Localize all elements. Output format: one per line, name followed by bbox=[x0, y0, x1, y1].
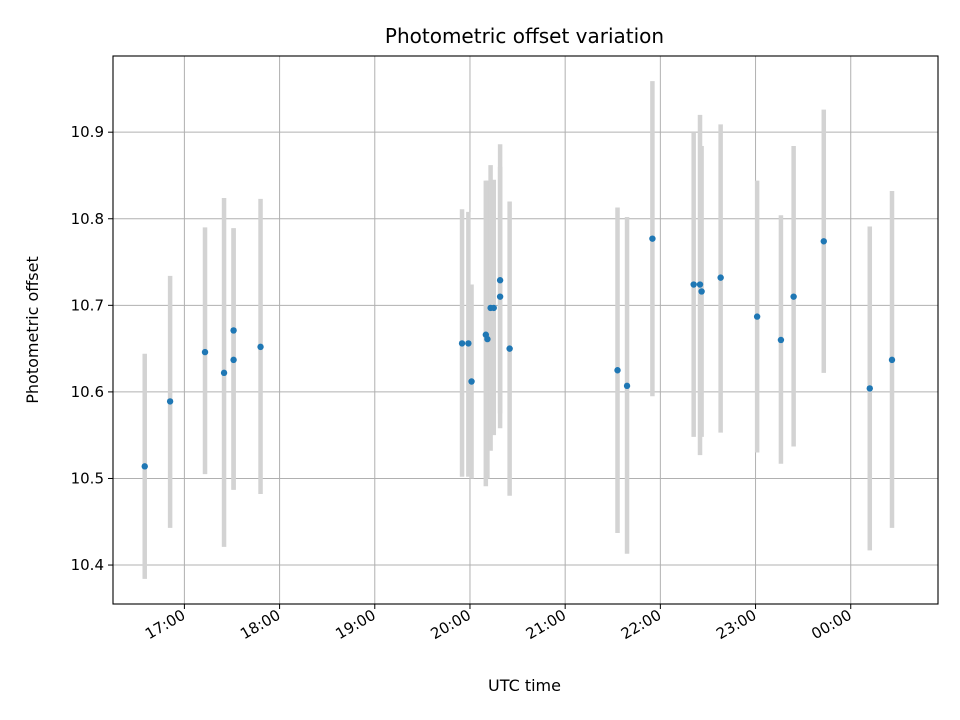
data-point bbox=[698, 288, 705, 295]
data-point bbox=[201, 348, 209, 356]
data-point bbox=[458, 340, 466, 347]
y-tick-label: 10.8 bbox=[71, 210, 104, 228]
data-point bbox=[230, 356, 237, 364]
data-point bbox=[790, 293, 797, 300]
data-point bbox=[649, 235, 656, 242]
data-point bbox=[614, 367, 621, 374]
data-point bbox=[506, 345, 513, 352]
data-point bbox=[717, 274, 724, 281]
y-tick-label: 10.5 bbox=[71, 469, 104, 487]
y-tick-label: 10.6 bbox=[71, 383, 104, 401]
y-tick-label: 10.9 bbox=[71, 123, 104, 141]
data-point bbox=[623, 382, 631, 390]
y-tick-label: 10.4 bbox=[71, 556, 104, 574]
data-point bbox=[866, 385, 873, 392]
x-axis-title: UTC time bbox=[488, 676, 561, 695]
data-point bbox=[690, 281, 697, 288]
data-point bbox=[696, 281, 704, 288]
data-point bbox=[141, 463, 148, 470]
data-point bbox=[753, 313, 761, 320]
data-point bbox=[220, 369, 228, 377]
grid bbox=[113, 56, 938, 604]
data-point bbox=[777, 336, 785, 344]
data-point bbox=[888, 356, 896, 364]
y-axis-title: Photometric offset bbox=[23, 256, 42, 404]
data-point bbox=[465, 340, 472, 347]
data-point bbox=[496, 293, 504, 300]
data-point bbox=[484, 335, 491, 343]
y-tick-label: 10.7 bbox=[71, 296, 104, 314]
data-point bbox=[496, 277, 504, 284]
data-point bbox=[490, 304, 497, 312]
data-point bbox=[230, 327, 237, 334]
chart-title: Photometric offset variation bbox=[385, 24, 664, 48]
data-points bbox=[141, 235, 896, 470]
data-point bbox=[468, 378, 475, 385]
data-point bbox=[257, 343, 264, 351]
data-point bbox=[166, 398, 174, 405]
data-point bbox=[820, 238, 827, 245]
y-axis-ticks: 10.4 10.5 10.6 10.7 10.8 10.9 bbox=[71, 123, 113, 574]
plot-frame bbox=[112, 55, 939, 605]
